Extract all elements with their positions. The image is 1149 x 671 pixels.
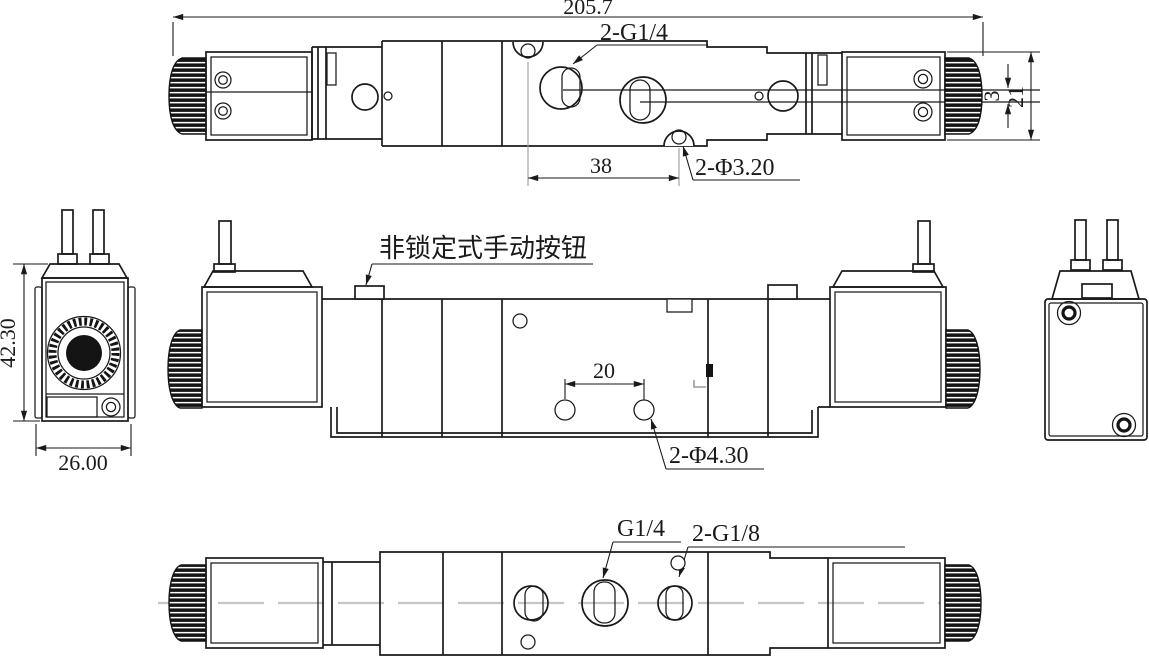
mounting-hole-front-2 (633, 399, 655, 421)
solenoid-housing-left-bottom (205, 557, 324, 649)
front-view (167, 220, 981, 438)
top-hole-spacing-label: 38 (590, 153, 612, 178)
terminal-pin-left-front (218, 220, 232, 265)
manual-button-note-label: 非锁定式手动按钮 (379, 234, 587, 263)
dimension-side-width: 26.00 (35, 424, 132, 475)
coil-cap-right-front (831, 270, 945, 288)
callout-bottom-center-port: G1/4 (602, 516, 681, 579)
valve-body-front (322, 284, 830, 438)
screw-hole-front (512, 313, 528, 329)
valve-body-bottom (323, 551, 828, 656)
solenoid-housing-left-top (205, 51, 313, 141)
cover-screw-bottom (1111, 412, 1137, 438)
adapter-right-top (805, 53, 828, 134)
knurled-cap-right-icon (944, 57, 983, 135)
mounting-hole-top-2 (671, 129, 687, 145)
callout-manual-button: 非锁定式手动按钮 (365, 234, 593, 286)
terminal-screws-left (214, 71, 232, 120)
pilot-hole-2 (767, 80, 799, 112)
cap-tab (1081, 283, 1113, 299)
terminal-block (46, 396, 98, 418)
centerline-offset-label: 3 (979, 91, 1004, 102)
solenoid-housing-right-front (829, 286, 947, 408)
right-end-view (1044, 219, 1148, 441)
top-view (168, 40, 1040, 147)
mounting-lug-top (512, 41, 544, 58)
dimension-side-height: 42.30 (0, 263, 48, 422)
coil-cap-left-front (202, 270, 314, 288)
bottom-view (158, 551, 982, 656)
side-bracket-left (34, 286, 43, 419)
knurled-cap-left-front-icon (167, 329, 203, 409)
cover-screw-top (1056, 300, 1082, 326)
clip-tab (666, 298, 693, 313)
mounting-lug-bottom (663, 130, 695, 147)
callout-top-mounting-holes: 2-Φ3.20 (682, 145, 800, 181)
side-height-label: 42.30 (0, 318, 20, 368)
callout-bottom-mounting-holes: 2-Φ4.30 (650, 418, 764, 470)
port-top-1 (539, 66, 583, 110)
knurled-cap-left-bottom-icon (168, 564, 207, 642)
dimension-centerline-offset: 3 (979, 64, 1012, 128)
top-mounting-holes-label: 2-Φ3.20 (695, 155, 775, 181)
side-width-label: 26.00 (58, 450, 108, 475)
side-bracket-right (127, 286, 136, 419)
mounting-hole-top-1 (520, 43, 536, 59)
knurled-cap-left-icon (168, 57, 207, 135)
body-right-view (1044, 298, 1148, 441)
knurled-cap-right-bottom-icon (944, 564, 982, 642)
dimension-end-height: 21 (947, 51, 1040, 141)
end-height-label: 21 (1003, 86, 1028, 108)
solenoid-housing-right-top (841, 51, 946, 141)
bottom-center-port-label: G1/4 (617, 516, 665, 542)
dimension-overall-length: 205.7 (172, 0, 984, 56)
mounting-hole-front-1 (554, 399, 576, 421)
callout-top-ports: 2-G1/4 (572, 20, 708, 65)
port-top-2 (619, 76, 667, 124)
pilot-hole (351, 83, 379, 111)
dimension-bottom-hole-spacing-front: 20 (564, 358, 645, 400)
terminal-screws-right (913, 69, 933, 122)
knurled-knob-icon (46, 315, 122, 391)
callout-bottom-side-ports: 2-G1/8 (670, 521, 905, 578)
terminal-pins-left-view (57, 209, 110, 265)
port-bottom-2 (657, 585, 693, 621)
indicator-mark (706, 364, 713, 377)
terminal-pins-right-view (1070, 219, 1123, 271)
port-bottom-center (581, 579, 629, 627)
adapter-left-top (311, 46, 382, 140)
pin-hole-bottom (670, 555, 686, 571)
terminal-pin-right-front (917, 220, 931, 265)
top-port-thread-label: 2-G1/4 (600, 20, 668, 46)
port-bottom-1 (513, 585, 549, 622)
dimension-top-hole-spacing: 38 (527, 62, 680, 186)
bottom-side-ports-label: 2-G1/8 (692, 521, 760, 547)
solenoid-housing-left-front (201, 286, 323, 408)
ground-screw (101, 397, 121, 417)
overall-length-label: 205.7 (563, 0, 613, 19)
bottom-hole-spacing-label: 20 (593, 358, 615, 383)
manual-override-button-right (767, 284, 798, 300)
left-end-view (34, 209, 136, 422)
knurled-cap-right-front-icon (945, 329, 981, 409)
screw-hole-bottom (520, 634, 536, 650)
coil-cap-left-view (40, 263, 129, 279)
bottom-mounting-holes-label: 2-Φ4.30 (669, 443, 749, 469)
manual-override-button (354, 285, 385, 300)
